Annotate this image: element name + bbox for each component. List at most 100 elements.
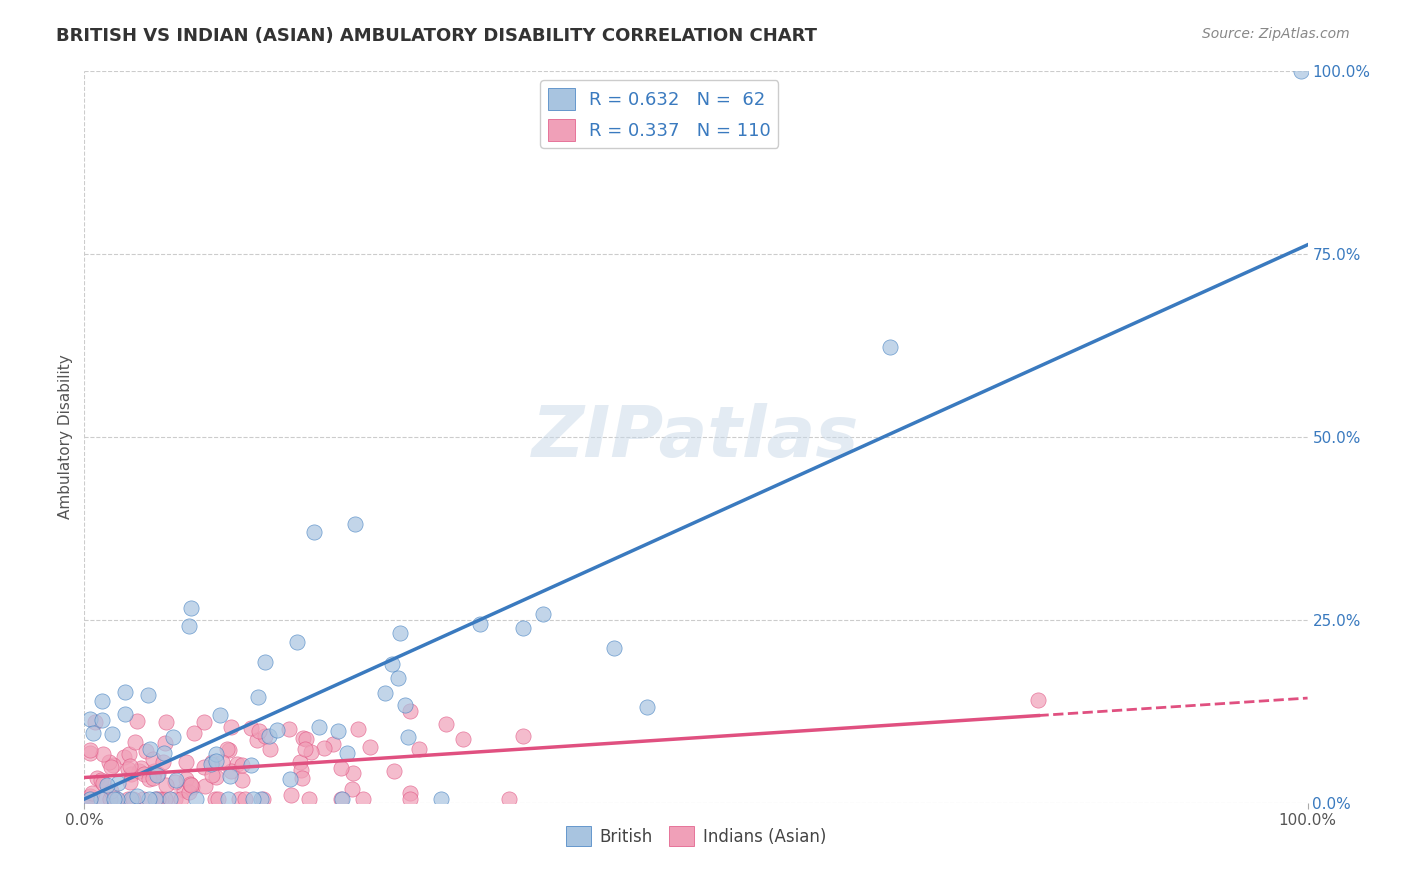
Point [205,754,228,768]
Point [292,731,315,746]
Point [278,772,301,786]
Point [124,735,146,749]
Point [381,657,404,671]
Point [636,700,658,714]
Point [194,779,217,793]
Point [120,792,142,806]
Point [277,722,299,736]
Point [342,781,364,796]
Point [120,766,142,780]
Point [82,726,104,740]
Point [217,792,239,806]
Point [146,792,169,806]
Point [150,792,173,806]
Point [246,732,269,747]
Point [247,723,270,738]
Point [603,641,626,656]
Point [266,723,288,737]
Point [299,745,322,759]
Point [173,782,195,797]
Point [155,778,177,792]
Point [336,746,359,760]
Point [162,731,184,745]
Point [879,340,901,354]
Point [155,715,177,730]
Point [186,792,208,806]
Point [79,712,101,726]
Point [120,774,142,789]
Point [434,716,457,731]
Point [430,792,453,806]
Point [179,777,201,791]
Point [180,778,202,792]
Point [252,792,274,806]
Point [322,737,344,751]
Point [201,755,224,769]
Point [399,704,422,718]
Y-axis label: Ambulatory Disability: Ambulatory Disability [58,355,73,519]
Point [153,792,176,806]
Point [80,786,103,800]
Point [174,772,197,787]
Point [79,743,101,757]
Point [254,729,277,743]
Point [231,772,253,787]
Point [312,740,335,755]
Point [389,625,412,640]
Point [512,621,534,635]
Point [100,784,122,798]
Point [180,600,202,615]
Point [143,792,166,806]
Point [1291,64,1313,78]
Point [96,778,118,792]
Text: ZIPatlas: ZIPatlas [533,402,859,472]
Point [219,764,242,779]
Point [453,732,475,747]
Point [103,758,125,772]
Point [352,792,374,806]
Point [159,792,181,806]
Point [152,756,174,770]
Point [342,765,364,780]
Point [104,792,127,806]
Point [90,792,112,806]
Point [207,792,229,806]
Point [382,764,405,779]
Point [219,720,242,734]
Point [396,730,419,744]
Point [136,688,159,702]
Point [259,742,281,756]
Point [129,761,152,775]
Point [180,780,202,795]
Point [531,607,554,622]
Point [398,792,420,806]
Point [122,792,145,806]
Point [285,635,308,649]
Point [308,720,330,734]
Point [1028,693,1050,707]
Point [153,747,176,761]
Point [201,768,224,782]
Point [280,788,302,802]
Point [177,619,200,633]
Point [228,792,250,806]
Point [132,792,155,806]
Point [117,792,139,806]
Point [247,690,270,705]
Point [242,792,264,806]
Point [165,792,187,806]
Point [143,766,166,780]
Point [128,764,150,778]
Point [90,694,112,708]
Point [250,792,273,806]
Point [125,714,148,728]
Point [330,792,353,806]
Point [163,774,186,789]
Point [79,746,101,760]
Point [169,792,191,806]
Point [291,771,314,785]
Point [329,792,352,806]
Point [290,755,312,769]
Point [118,747,141,761]
Point [145,768,167,782]
